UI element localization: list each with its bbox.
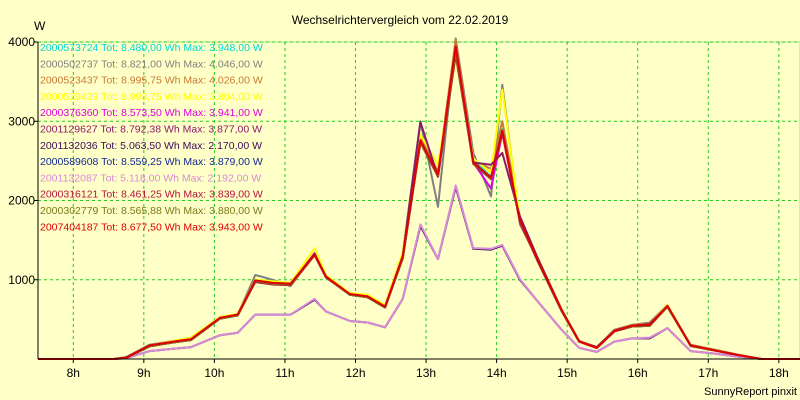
x-tick-label: 12h xyxy=(345,366,365,380)
x-tick-label: 8h xyxy=(67,366,80,380)
legend-entry: 2000589608 Tot: 8.559,25 Wh Max: 3.879,0… xyxy=(40,156,263,168)
y-tick-label: 3000 xyxy=(8,114,35,128)
x-tick-label: 17h xyxy=(698,366,718,380)
legend-entry: 2001132087 Tot: 5.118,00 Wh Max: 2.192,0… xyxy=(40,172,261,184)
legend-entry: 2001132036 Tot: 5.063,50 Wh Max: 2.170,0… xyxy=(40,140,262,152)
y-tick-label: 1000 xyxy=(8,273,35,287)
legend-entry: 2000302779 Tot: 8.565,88 Wh Max: 3.880,0… xyxy=(40,205,263,217)
y-axis-ticks: 1000 2000 3000 4000 xyxy=(8,35,38,287)
x-tick-label: 15h xyxy=(557,366,577,380)
legend-entry: 2000529439 Tot: 8.993,75 Wh Max: 3.804,0… xyxy=(40,91,263,103)
legend-entry: 2000502737 Tot: 8.821,00 Wh Max: 4.046,0… xyxy=(40,58,263,70)
x-tick-label: 11h xyxy=(275,366,294,380)
x-tick-label: 14h xyxy=(487,366,507,380)
x-axis-ticks: 8h 9h 10h 11h 12h 13h 14h 15h 16h 17h 18h xyxy=(67,359,789,380)
y-axis-label: W xyxy=(34,19,46,33)
x-tick-label: 16h xyxy=(628,366,648,380)
series-line-12 xyxy=(38,45,800,360)
series-line-9 xyxy=(38,184,800,360)
legend-entry: 2000523437 Tot: 8.995,75 Wh Max: 4.026,0… xyxy=(40,75,263,87)
legend-entry: 2000316121 Tot: 8.461,25 Wh Max: 3.839,0… xyxy=(40,189,263,201)
legend-entry: 2000376360 Tot: 8.573,50 Wh Max: 3.941,0… xyxy=(40,107,263,119)
y-tick-label: 2000 xyxy=(8,194,35,208)
chart-title: Wechselrichtervergleich vom 22.02.2019 xyxy=(292,13,509,27)
x-tick-label: 9h xyxy=(137,366,150,380)
x-tick-label: 13h xyxy=(416,366,436,380)
x-tick-label: 18h xyxy=(769,366,789,380)
legend-entry: 2001129627 Tot: 8.792,38 Wh Max: 3.877,0… xyxy=(40,124,262,136)
grid-lines xyxy=(38,41,800,359)
series-lines xyxy=(38,37,800,360)
legend-entry: 2000573724 Tot: 8.480,00 Wh Max: 3.948,0… xyxy=(40,42,263,54)
legend-entry: 2007404187 Tot: 8.677,50 Wh Max: 3.943,0… xyxy=(40,221,263,233)
footer-credit: SunnyReport pinxit xyxy=(704,386,797,398)
y-tick-label: 4000 xyxy=(8,35,35,49)
x-tick-label: 10h xyxy=(204,366,224,380)
legend: 2000573724 Tot: 8.480,00 Wh Max: 3.948,0… xyxy=(40,42,263,233)
